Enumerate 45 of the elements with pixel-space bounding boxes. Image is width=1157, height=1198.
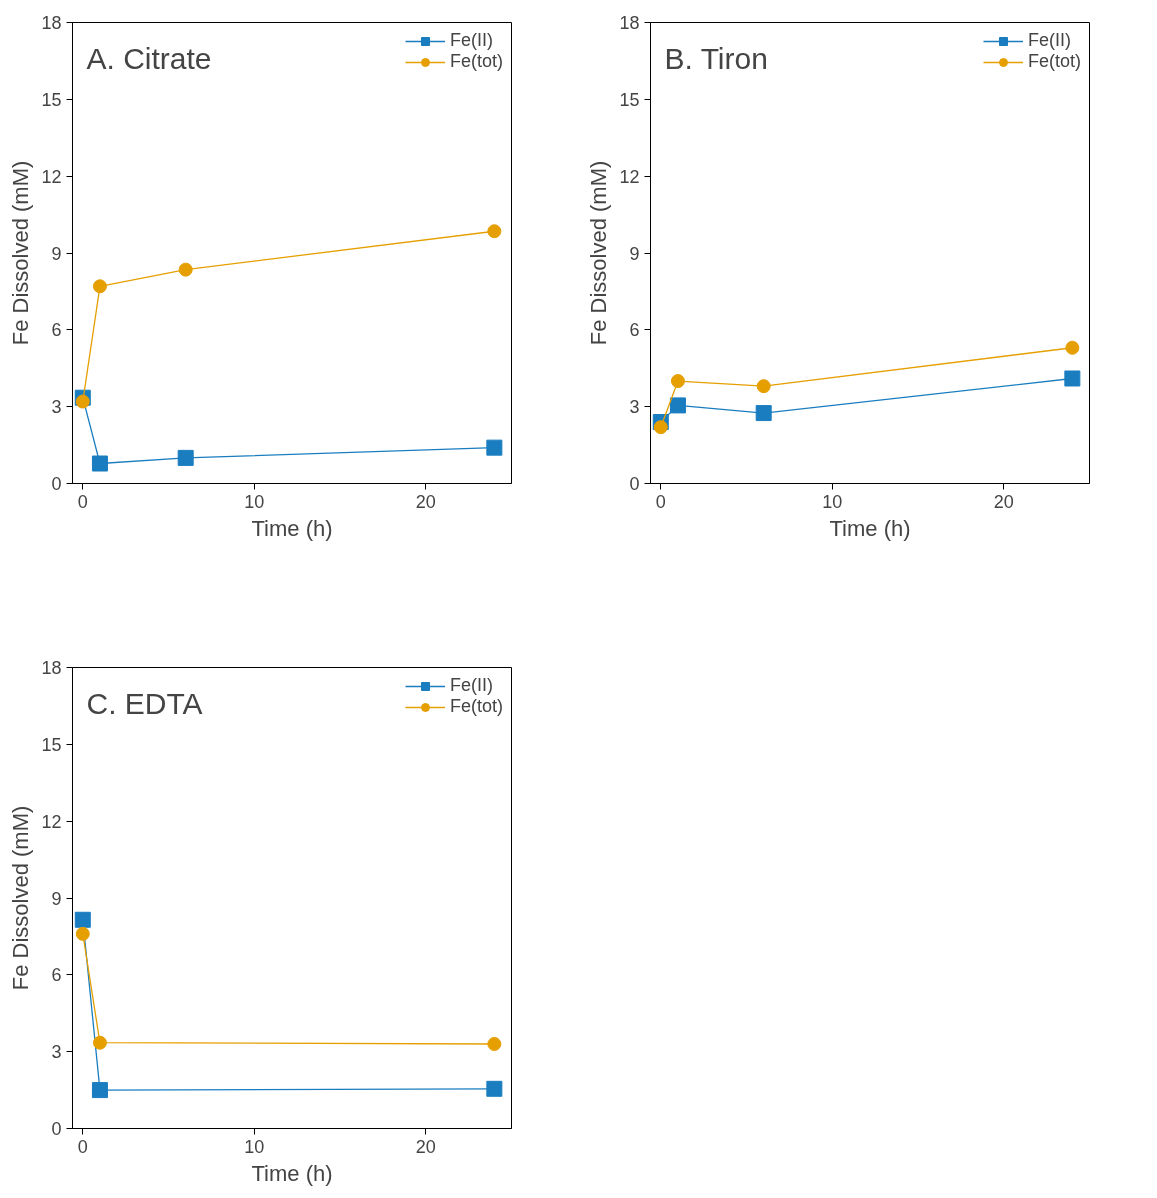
y-tick-label: 6 [629, 320, 640, 341]
y-axis-title: Fe Dissolved (mM) [8, 160, 34, 346]
y-tick-label: 3 [629, 397, 640, 418]
text: C. EDTA [86, 686, 203, 720]
x-tick-label: 10 [822, 491, 843, 512]
legend-label: Fe(tot) [449, 696, 503, 717]
y-tick-label: 18 [41, 13, 62, 33]
x-tick-label: 0 [77, 1136, 88, 1157]
legend-label: Fe(tot) [449, 51, 503, 72]
x-axis-title: Time (h) [829, 515, 911, 541]
y-tick-label: 6 [51, 320, 62, 341]
y-tick-label: 12 [619, 166, 640, 187]
y-axis-title: Fe Dissolved (mM) [8, 805, 34, 991]
x-axis-title: Time (h) [251, 515, 333, 541]
y-tick-label: 0 [51, 1119, 62, 1139]
x-axis-title: Time (h) [251, 1160, 333, 1186]
x-tick-label: 20 [415, 1136, 436, 1157]
y-tick-label: 9 [629, 243, 640, 264]
text: B. Tiron [664, 41, 768, 75]
x-tick-label: 20 [993, 491, 1014, 512]
legend-label: Fe(II) [1027, 30, 1071, 51]
y-tick-label: 12 [41, 166, 62, 187]
y-tick-label: 3 [51, 1042, 62, 1063]
y-tick-label: 18 [619, 13, 640, 33]
y-tick-label: 18 [41, 658, 62, 678]
x-tick-label: 10 [244, 1136, 265, 1157]
x-tick-label: 20 [415, 491, 436, 512]
x-tick-label: 10 [244, 491, 265, 512]
y-tick-label: 6 [51, 965, 62, 986]
legend-label: Fe(II) [449, 30, 493, 51]
y-tick-label: 9 [51, 243, 62, 264]
y-tick-label: 12 [41, 811, 62, 832]
y-tick-label: 9 [51, 888, 62, 909]
y-tick-label: 15 [619, 89, 640, 110]
y-tick-label: 15 [41, 734, 62, 755]
y-tick-label: 0 [629, 474, 640, 494]
legend-label: Fe(tot) [1027, 51, 1081, 72]
x-tick-label: 0 [77, 491, 88, 512]
y-tick-label: 0 [51, 474, 62, 494]
y-axis-title: Fe Dissolved (mM) [586, 160, 612, 346]
y-tick-label: 15 [41, 89, 62, 110]
text: A. Citrate [86, 41, 212, 75]
x-tick-label: 0 [655, 491, 666, 512]
y-tick-label: 3 [51, 397, 62, 418]
legend-label: Fe(II) [449, 675, 493, 696]
